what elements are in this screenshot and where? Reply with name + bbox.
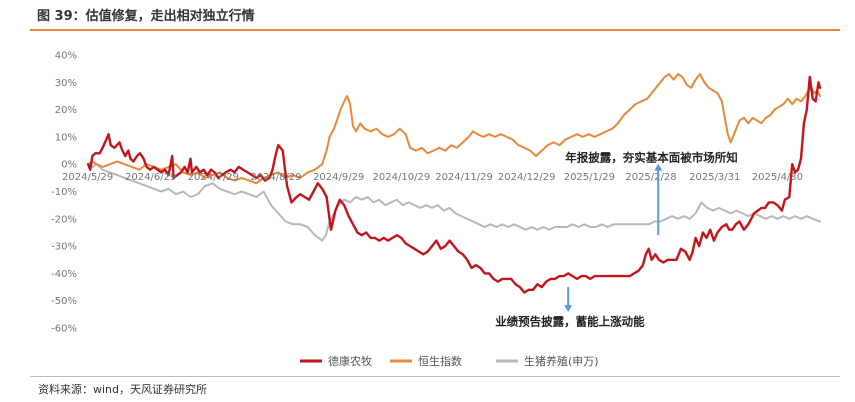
x-axis-ticks: 2024/5/29 2024/6/29 2024/7/29 2024/8/29 2024… (62, 172, 803, 183)
x-tick-label: 2024/12/29 (498, 172, 556, 183)
x-tick-label: 2025/2/28 (625, 172, 676, 183)
y-tick-label: -40% (51, 269, 77, 280)
x-tick-label: 2025/4/30 (752, 172, 803, 183)
legend: 德康农牧 恒生指数 生猪养殖(申万) (300, 354, 599, 368)
y-axis-ticks: 40% 30% 20% 10% 0% -10% -20% -30% -40% -50% -60% (51, 51, 77, 335)
bottom-rule (30, 376, 840, 377)
y-tick-label: -30% (51, 242, 77, 253)
legend-label: 恒生指数 (418, 354, 462, 368)
annotation-text: 年报披露，夯实基本面被市场所知 (565, 150, 738, 164)
x-tick-label: 2024/8/29 (250, 172, 301, 183)
y-tick-label: 0% (61, 160, 77, 171)
x-tick-label: 2024/7/29 (188, 172, 239, 183)
legend-label: 德康农牧 (328, 354, 372, 368)
y-tick-label: -60% (51, 324, 77, 335)
x-tick-label: 2024/6/29 (125, 172, 176, 183)
figure-title: 图 39：估值修复，走出相对独立行情 (37, 9, 255, 24)
y-tick-label: 10% (55, 132, 77, 143)
x-tick-label: 2024/5/29 (62, 172, 113, 183)
series-layer (86, 73, 822, 294)
annotation-text: 业绩预告披露，蓄能上涨动能 (495, 314, 645, 328)
x-tick-label: 2025/1/29 (564, 172, 615, 183)
series-line (86, 75, 822, 294)
source-note: 资料来源：wind，天风证券研究所 (38, 383, 208, 396)
x-tick-label: 2025/3/31 (689, 172, 740, 183)
y-tick-label: 30% (55, 78, 77, 89)
series-line (87, 73, 821, 185)
y-tick-label: -20% (51, 214, 77, 225)
series-line (87, 163, 821, 242)
legend-label: 生猪养殖(申万) (524, 354, 599, 368)
y-tick-label: -10% (51, 187, 77, 198)
annotation-arrow-head (654, 163, 663, 171)
x-tick-label: 2024/11/29 (435, 172, 493, 183)
x-tick-label: 2024/9/29 (313, 172, 364, 183)
y-tick-label: -50% (51, 296, 77, 307)
x-tick-label: 2024/10/29 (373, 172, 431, 183)
y-tick-label: 20% (55, 105, 77, 116)
y-tick-label: 40% (55, 51, 77, 62)
annotation-arrow-head (564, 305, 573, 313)
title-rule (30, 29, 840, 31)
